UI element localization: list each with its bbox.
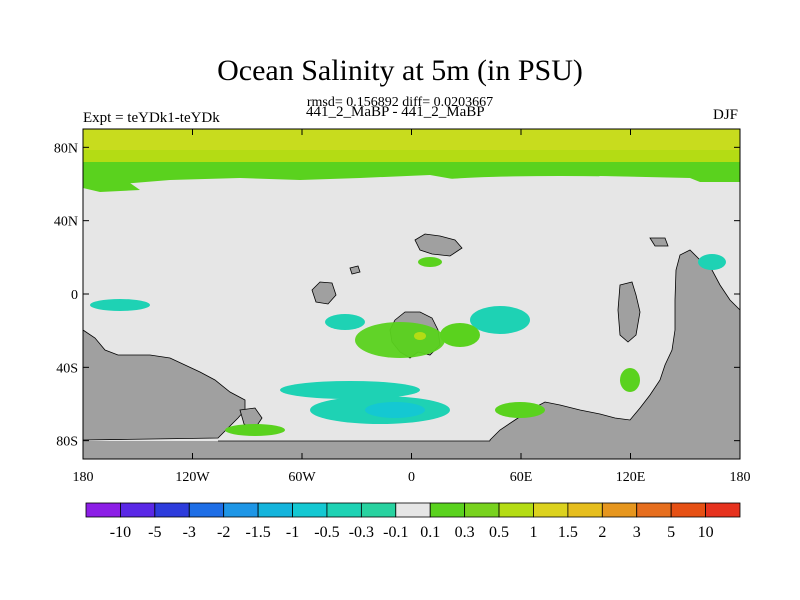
southeast-island <box>617 281 641 343</box>
northern-green-patch <box>418 257 442 267</box>
colorbar-swatch <box>601 502 638 518</box>
western-island <box>311 281 337 305</box>
colorbar-label: 0.5 <box>489 524 509 541</box>
africa-land <box>489 249 741 460</box>
south-america-land <box>82 329 246 441</box>
y-tick-label: 40N <box>54 215 78 230</box>
eastern-cyan-patch <box>698 254 726 270</box>
y-tick-label: 80S <box>56 435 78 450</box>
southern-blue-core <box>365 402 425 418</box>
colorbar-label: 3 <box>633 524 641 541</box>
colorbar-label: -3 <box>183 524 196 541</box>
colorbar-swatch <box>533 502 569 518</box>
y-tick-label: 0 <box>71 288 78 303</box>
antarctic-land <box>83 441 740 459</box>
colorbar-swatch <box>292 502 328 518</box>
colorbar-label: 0.1 <box>420 524 440 541</box>
small-island-c <box>649 237 669 247</box>
colorbar-swatch <box>85 502 121 518</box>
axes-ticks: 180 120W 60W 0 60E 120E 180 80N 40N 0 40S 80S <box>54 129 751 485</box>
comparison-label: 441_2_MaBP - 441_2_MaBP <box>306 104 485 120</box>
x-tick-label: 60W <box>288 470 316 485</box>
colorbar-label: -1 <box>286 524 299 541</box>
y-tick-label: 40S <box>56 361 78 376</box>
central-cyan-patch-b <box>325 314 365 330</box>
colorbar-label: 1.5 <box>558 524 578 541</box>
western-cyan-patch <box>90 299 150 311</box>
chart-title: Ocean Salinity at 5m (in PSU) <box>217 54 583 87</box>
southern-green-patch-b <box>495 402 545 418</box>
colorbar-swatch <box>429 502 466 518</box>
colorbar-label: 2 <box>598 524 606 541</box>
colorbar-swatch <box>636 502 672 518</box>
colorbar-swatch <box>395 502 431 518</box>
colorbar-swatch <box>326 502 362 518</box>
x-tick-label: 120W <box>175 470 210 485</box>
southeast-green-patch <box>620 368 640 392</box>
northern-island <box>414 233 463 257</box>
colorbar-swatch <box>705 502 741 518</box>
colorbar-label: -0.5 <box>314 524 339 541</box>
colorbar-swatch <box>188 502 225 518</box>
colorbar-label: -0.1 <box>383 524 408 541</box>
colorbar-label: -10 <box>110 524 131 541</box>
subarctic-grey-lens <box>440 176 680 186</box>
colorbar-label: 0.3 <box>455 524 475 541</box>
x-tick-label: 120E <box>616 470 646 485</box>
colorbar-label: 1 <box>529 524 537 541</box>
subarctic-green-patch <box>83 183 140 192</box>
colorbar-swatch <box>257 502 293 518</box>
arctic-yellow-band-lower <box>83 150 740 162</box>
chart-subtitle: rmsd= 0.156892 diff= 0.0203667 <box>306 95 494 110</box>
central-green-patch <box>355 322 445 358</box>
yellow-spot <box>414 332 426 340</box>
x-tick-label: 180 <box>73 470 94 485</box>
southern-green-patch <box>225 424 285 436</box>
x-tick-label: 60E <box>510 470 533 485</box>
map-plot <box>82 129 741 460</box>
colorbar-label: -2 <box>217 524 230 541</box>
colorbar-swatch <box>670 502 706 518</box>
central-green-patch-b <box>440 323 480 347</box>
y-tick-label: 80N <box>54 141 78 156</box>
colorbar-label: 10 <box>698 524 714 541</box>
x-tick-label: 0 <box>408 470 415 485</box>
colorbar: -10 -5 -3 -2 -1.5 -1 -0.5 -0.3 -0.1 0.1 0.3 0.5 1 1.5… <box>85 502 741 541</box>
colorbar-swatch <box>464 502 500 518</box>
colorbar-swatch <box>223 502 259 518</box>
experiment-label: Expt = teYDk1-teYDk <box>83 110 220 126</box>
colorbar-swatch <box>154 502 190 518</box>
small-island-a <box>349 265 361 275</box>
colorbar-swatch <box>498 502 534 518</box>
colorbar-label: -5 <box>148 524 161 541</box>
central-cyan-patch <box>470 306 530 334</box>
southern-cyan-band <box>280 381 420 399</box>
colorbar-label: -0.3 <box>349 524 374 541</box>
colorbar-label: -1.5 <box>245 524 270 541</box>
colorbar-label: 5 <box>667 524 675 541</box>
colorbar-swatch <box>360 502 397 518</box>
season-label: DJF <box>712 107 738 123</box>
colorbar-swatch <box>120 502 156 518</box>
x-tick-label: 180 <box>730 470 751 485</box>
colorbar-swatch <box>567 502 603 518</box>
